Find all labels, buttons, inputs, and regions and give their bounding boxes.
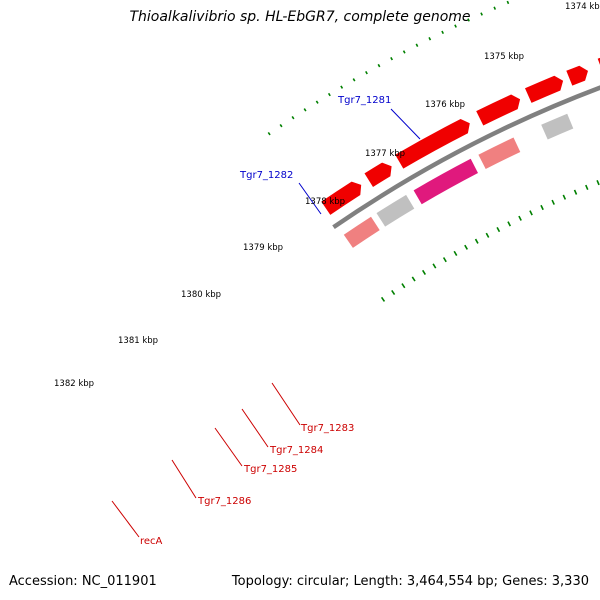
inner-tick: [453, 250, 458, 256]
scale-label: 1379 kbp: [243, 243, 283, 253]
inner-tick: [596, 179, 600, 186]
outer-tick: [267, 132, 271, 136]
gene-label: Tgr7_1286: [197, 496, 251, 507]
gene-label: Tgr7_1285: [243, 464, 297, 475]
inner-tick: [585, 184, 589, 190]
scale-label: 1374 kbp: [565, 2, 600, 12]
outer-tick: [454, 24, 457, 28]
outer-tick: [390, 57, 393, 61]
outer-tick: [441, 30, 445, 35]
outer-tick: [506, 0, 510, 5]
gene-label: Tgr7_1284: [269, 445, 323, 456]
inner-tick: [391, 289, 396, 295]
inner-tick: [496, 226, 501, 233]
outer-tick: [377, 63, 381, 68]
outer-tick: [365, 70, 368, 75]
outer-tick: [315, 100, 319, 104]
inner-tick: [432, 263, 437, 269]
cds-reca: [413, 158, 478, 205]
scale-label: 1382 kbp: [54, 379, 94, 389]
gene-features: [321, 57, 600, 248]
cds-tgr7-1286: [478, 137, 521, 169]
outer-tick: [352, 78, 356, 82]
inner-tick: [485, 232, 490, 238]
tick-marks: [267, 0, 600, 302]
cds-red: [525, 75, 564, 103]
outer-tick: [402, 50, 406, 54]
accession-text: Accession: NC_011901: [9, 574, 157, 589]
outer-tick: [493, 6, 497, 10]
cds-red: [476, 94, 521, 126]
outer-tick: [480, 12, 483, 16]
inner-tick: [442, 257, 447, 263]
backbone-line: [332, 85, 600, 230]
gene-label: recA: [140, 536, 163, 547]
label-leader-line: [171, 459, 197, 499]
outer-tick: [415, 43, 419, 47]
scale-label: 1377 kbp: [365, 149, 405, 159]
label-leader-line: [271, 382, 301, 426]
gene-labels: Tgr7_1281 Tgr7_1282 Tgr7_1283 Tgr7_1284 Tgr7…: [140, 95, 391, 547]
scale-labels: 1374 kbp 1375 kbp 1376 kbp 1377 kbp 1378 kbp…: [54, 2, 600, 389]
gene-label: Tgr7_1283: [300, 423, 354, 434]
cds-red: [395, 119, 470, 169]
outer-tick: [291, 115, 295, 120]
outer-tick: [303, 108, 307, 112]
gene-label: Tgr7_1282: [239, 170, 293, 181]
label-leader-line: [111, 500, 140, 538]
scale-label: 1381 kbp: [118, 336, 158, 346]
outer-tick: [467, 18, 470, 22]
gene-label: Tgr7_1281: [337, 95, 391, 106]
inner-tick: [540, 204, 544, 211]
label-leader-line: [390, 108, 421, 140]
inner-tick: [551, 199, 555, 205]
label-leader-line: [214, 427, 243, 467]
cds-red: [597, 57, 600, 65]
inner-tick: [401, 283, 406, 289]
outer-tick: [340, 85, 344, 89]
inner-tick: [411, 276, 416, 282]
scale-label: 1380 kbp: [181, 290, 221, 300]
map-title: Thioalkalivibrio sp. HL-EbGR7, complete …: [129, 9, 471, 25]
cds-tgr7-1285: [541, 113, 574, 140]
cds-red: [566, 65, 588, 86]
cds-light-red: [343, 216, 380, 248]
cds-red: [364, 162, 392, 187]
inner-tick: [421, 269, 427, 275]
outer-tick: [327, 92, 331, 97]
inner-tick: [464, 244, 468, 250]
inner-tick: [380, 296, 386, 302]
genome-backbone: [332, 85, 600, 230]
inner-tick: [529, 210, 533, 216]
scale-label: 1375 kbp: [484, 52, 524, 62]
scale-label: 1378 kbp: [305, 197, 345, 207]
inner-tick: [573, 189, 578, 195]
scale-label: 1376 kbp: [425, 100, 465, 110]
label-leader-line: [241, 408, 269, 448]
outer-tick: [279, 123, 283, 128]
cds-grey: [376, 194, 415, 227]
inner-tick: [474, 238, 479, 244]
outer-tick: [428, 37, 432, 41]
inner-tick: [507, 221, 512, 227]
label-leader-lines: [111, 108, 421, 538]
label-leader-line: [298, 182, 322, 215]
inner-tick: [518, 215, 522, 221]
genome-summary-text: Topology: circular; Length: 3,464,554 bp…: [231, 574, 589, 589]
inner-tick: [562, 194, 567, 200]
cds-red: [321, 181, 362, 215]
